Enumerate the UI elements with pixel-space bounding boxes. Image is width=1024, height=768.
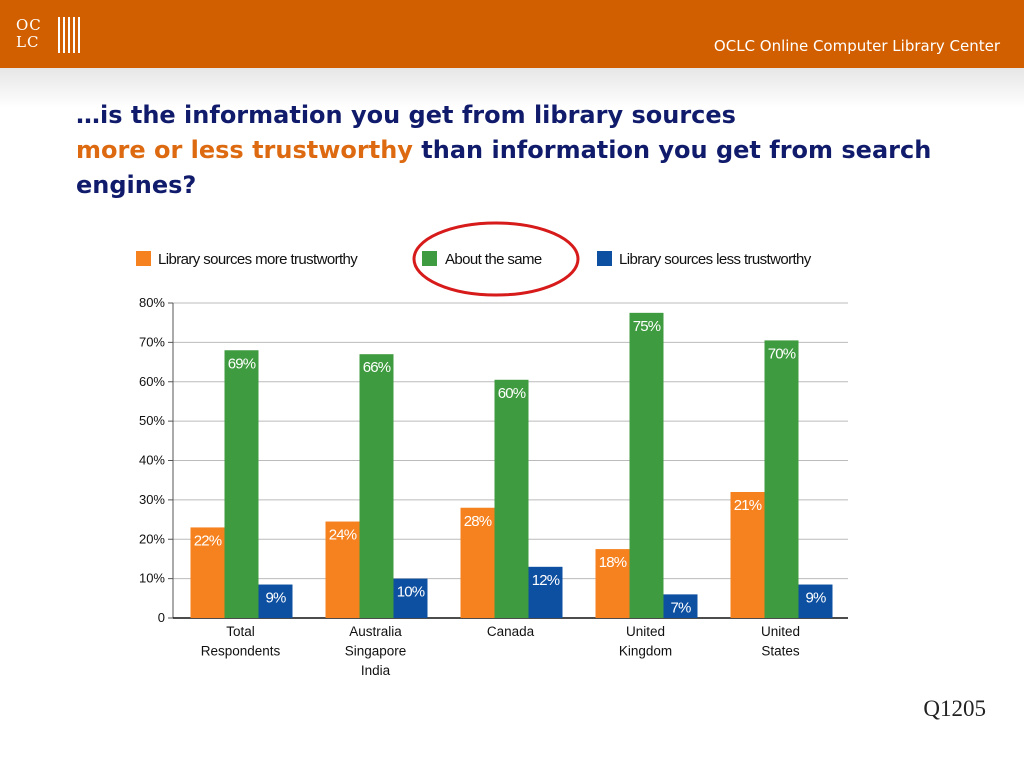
- category-label: Australia: [349, 624, 402, 639]
- bar: [393, 578, 428, 618]
- org-name: OCLC Online Computer Library Center: [713, 37, 1000, 55]
- bar: [190, 527, 225, 618]
- oclc-logo: OC LC: [16, 17, 82, 53]
- bar: [595, 549, 630, 618]
- bar: [798, 584, 833, 618]
- question-code: Q1205: [923, 696, 986, 721]
- legend-swatch: [422, 251, 437, 266]
- bar: [528, 566, 563, 618]
- logo-text-top: OC: [16, 16, 42, 34]
- logo-text-bottom: LC: [16, 33, 40, 51]
- category-label: United: [761, 624, 800, 639]
- bar: [460, 507, 495, 618]
- data-label: 21%: [734, 497, 762, 514]
- category-label: United: [626, 624, 665, 639]
- y-tick-label: 70%: [139, 334, 165, 349]
- data-label: 9%: [265, 590, 286, 607]
- category-label: States: [761, 644, 800, 659]
- bar: [224, 350, 259, 618]
- y-tick-label: 10%: [139, 571, 165, 586]
- annotation-circle: [412, 221, 580, 297]
- bar: [663, 594, 698, 618]
- header-bar: [0, 0, 1024, 68]
- header-shadow: [0, 68, 1024, 108]
- data-label: 18%: [599, 554, 627, 571]
- y-tick-label: 20%: [139, 531, 165, 546]
- bar: [764, 340, 799, 618]
- y-tick-label: 80%: [139, 295, 165, 310]
- data-label: 24%: [329, 527, 357, 544]
- title-part2: than information you get from search eng…: [76, 136, 932, 199]
- category-label: Kingdom: [619, 644, 672, 659]
- data-label: 70%: [768, 345, 796, 362]
- bar: [258, 584, 293, 618]
- bar: [730, 492, 765, 618]
- legend-label: About the same: [445, 251, 542, 268]
- data-label: 7%: [670, 599, 691, 616]
- bar: [494, 379, 529, 618]
- title-part1: …is the information you get from library…: [76, 101, 736, 129]
- legend-label: Library sources less trustworthy: [619, 251, 812, 268]
- data-label: 66%: [363, 359, 391, 376]
- category-label: Singapore: [345, 644, 407, 659]
- category-label: Canada: [487, 624, 535, 639]
- logo-bars: [58, 17, 82, 53]
- legend-label: Library sources more trustworthy: [158, 251, 358, 268]
- legend-swatch: [597, 251, 612, 266]
- y-tick-label: 50%: [139, 413, 165, 428]
- y-tick-label: 30%: [139, 492, 165, 507]
- data-label: 10%: [397, 584, 425, 601]
- title-highlight: more or less trustworthy: [76, 136, 413, 164]
- bar: [325, 521, 360, 618]
- logo-letters: OC LC: [16, 17, 54, 53]
- data-label: 75%: [633, 318, 661, 335]
- data-label: 22%: [194, 532, 222, 549]
- category-label: Total: [226, 624, 255, 639]
- legend-swatch: [136, 251, 151, 266]
- data-label: 28%: [464, 513, 492, 530]
- data-label: 12%: [532, 572, 560, 589]
- category-label: India: [361, 663, 391, 678]
- category-label: Respondents: [201, 644, 281, 659]
- bar: [629, 312, 664, 618]
- data-label: 60%: [498, 385, 526, 402]
- bar: [359, 354, 394, 618]
- data-label: 69%: [228, 355, 256, 372]
- slide-title: …is the information you get from library…: [76, 98, 956, 203]
- y-tick-label: 60%: [139, 374, 165, 389]
- y-tick-label: 40%: [139, 453, 165, 468]
- y-tick-label: 0: [158, 610, 165, 625]
- data-label: 9%: [805, 590, 826, 607]
